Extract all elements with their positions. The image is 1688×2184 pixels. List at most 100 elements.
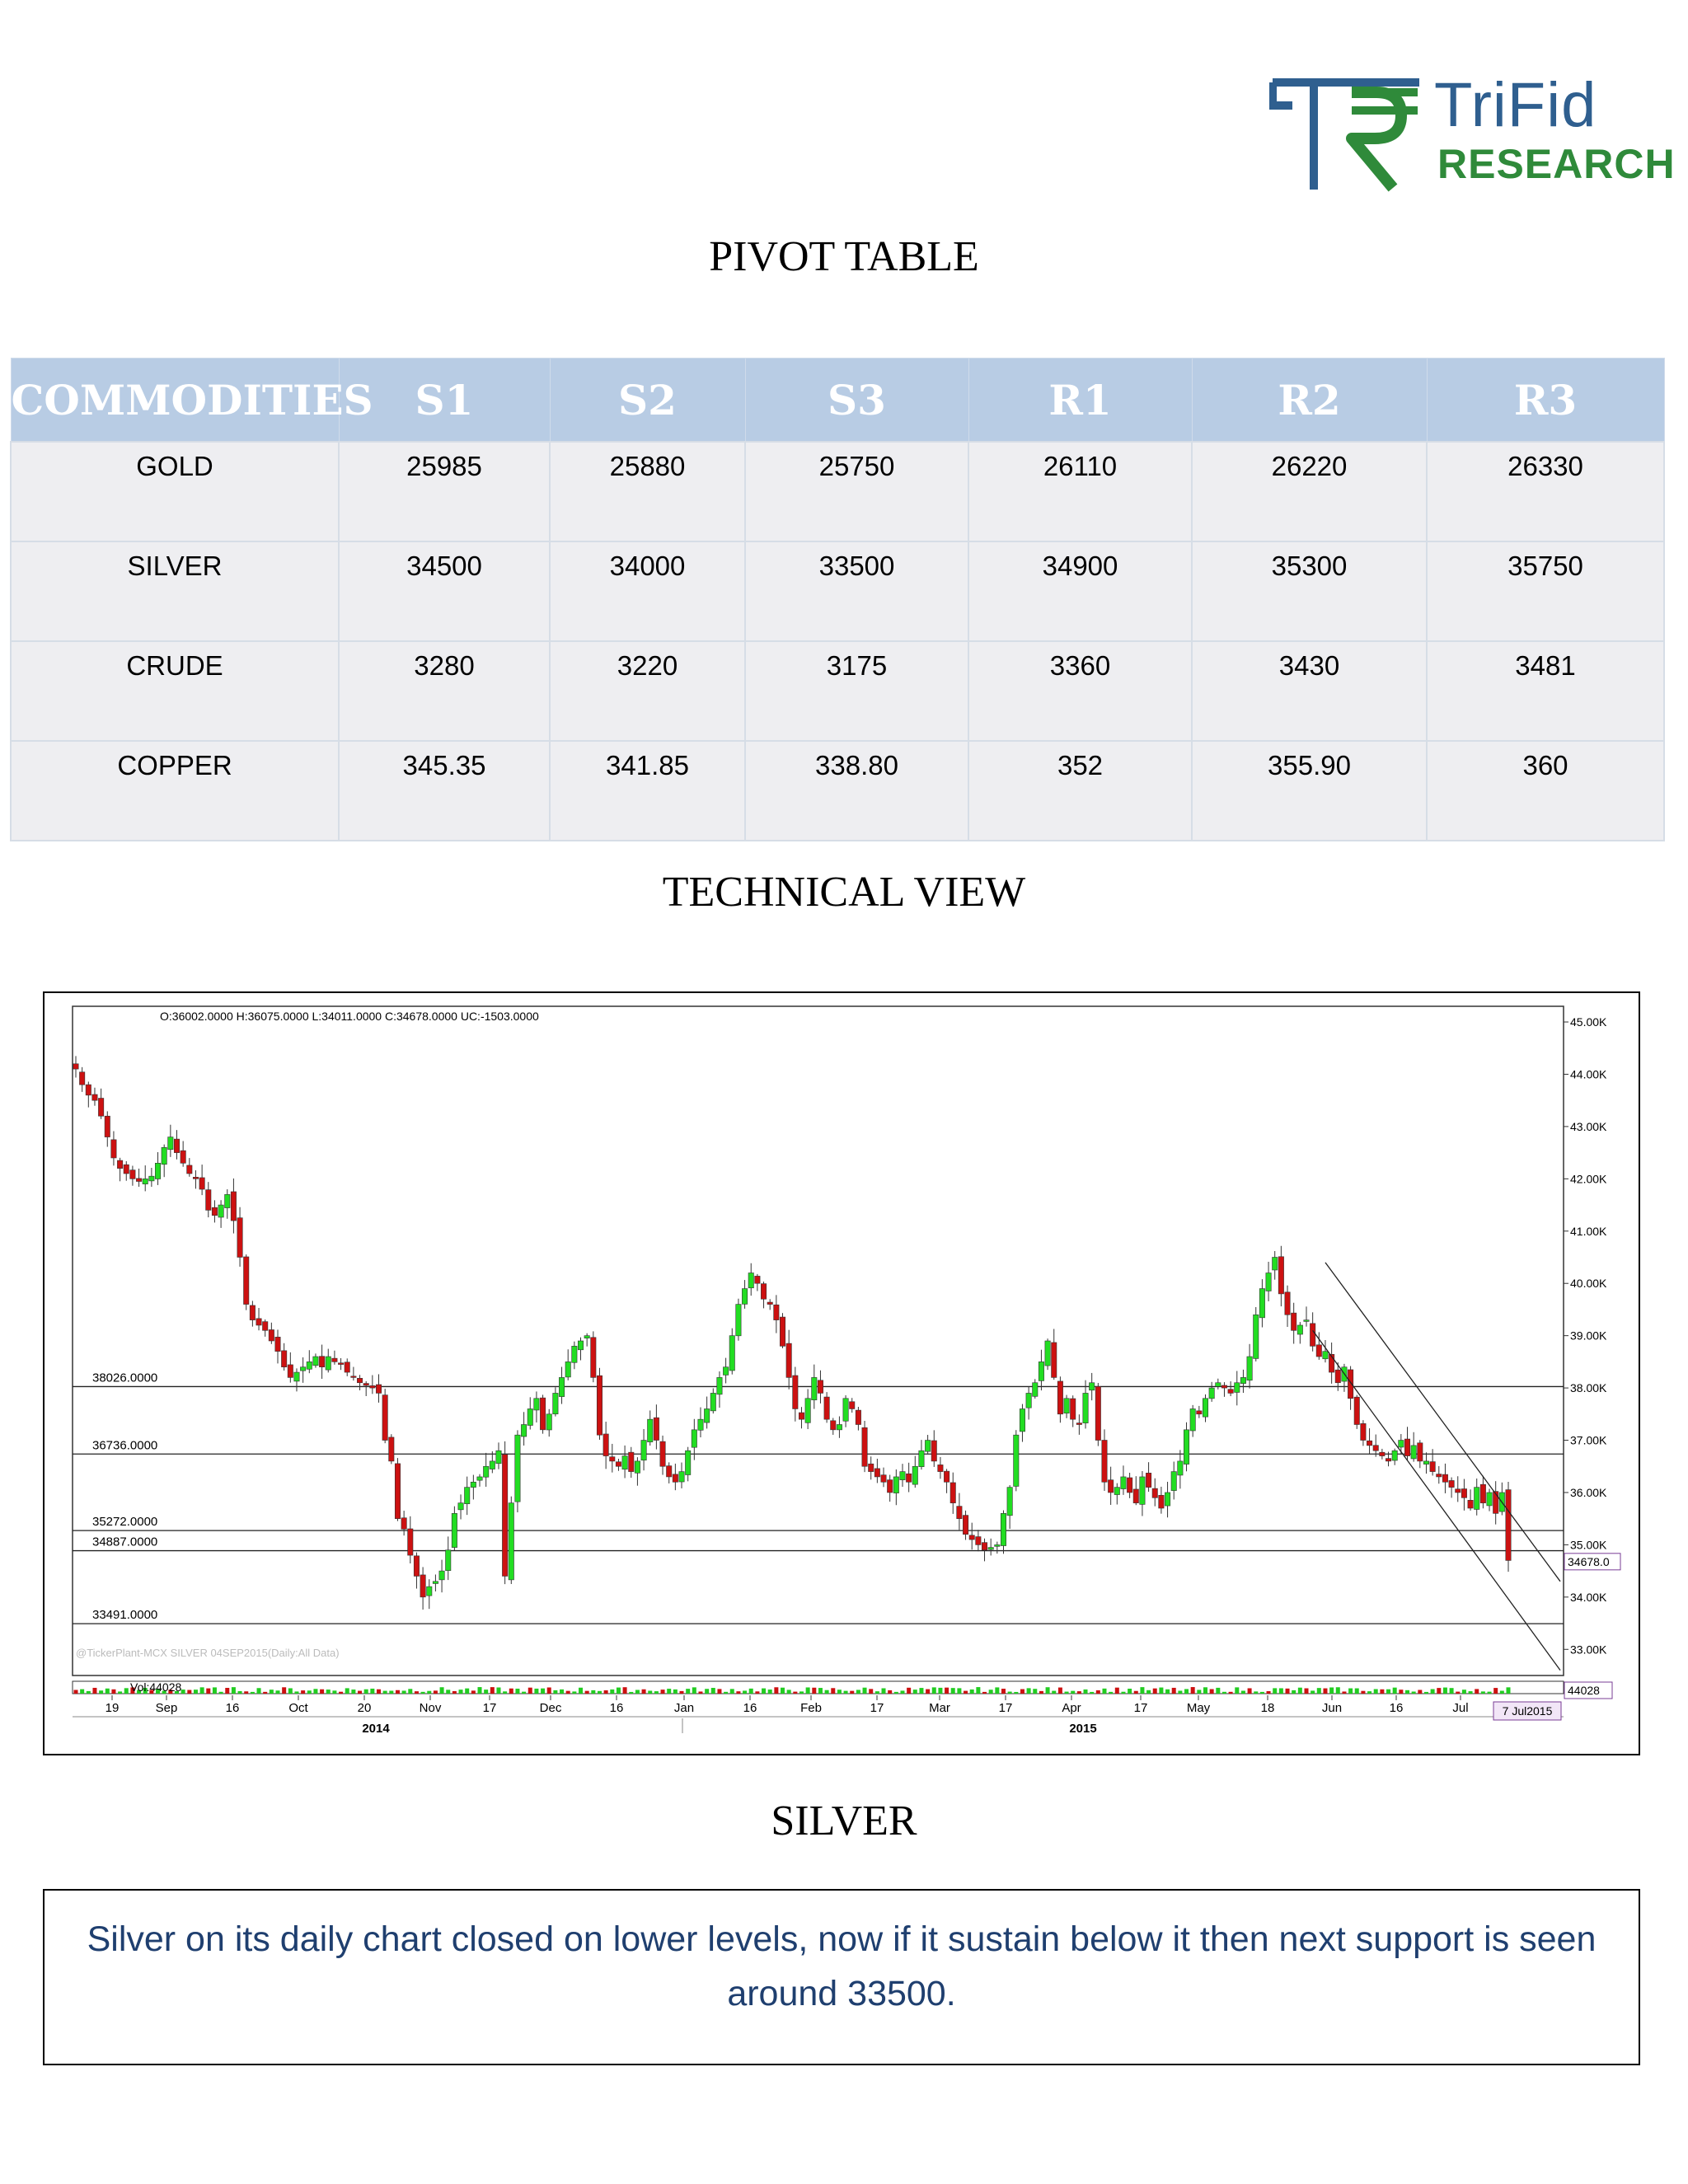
candle-body <box>489 1460 495 1469</box>
candle-body <box>363 1383 369 1386</box>
candle-body <box>1442 1474 1448 1483</box>
x-tick-label: 16 <box>226 1701 240 1715</box>
candle-body <box>1101 1440 1108 1483</box>
candle-body <box>1379 1451 1386 1456</box>
volume-bar <box>1007 1691 1012 1694</box>
volume-bar <box>799 1691 804 1694</box>
volume-bar <box>837 1690 842 1694</box>
x-tick-label: Jul <box>1452 1701 1468 1715</box>
volume-bar <box>793 1691 798 1694</box>
table-cell: 25985 <box>338 441 551 542</box>
candle-body <box>1429 1461 1436 1472</box>
candle-body <box>621 1455 628 1470</box>
volume-bar <box>256 1688 261 1694</box>
volume-bar <box>781 1687 785 1694</box>
candle-body <box>584 1335 590 1338</box>
volume-bar <box>193 1690 198 1694</box>
candle-body <box>735 1304 742 1337</box>
volume-bar <box>471 1690 476 1694</box>
volume-bar <box>945 1687 950 1694</box>
header-r3: R3 <box>1426 358 1665 443</box>
volume-bar <box>345 1688 349 1694</box>
volume-bar <box>1259 1691 1264 1694</box>
volume-bar <box>1493 1688 1498 1694</box>
volume-bar <box>635 1690 640 1694</box>
channel-upper-line <box>1325 1262 1561 1582</box>
volume-bar <box>1203 1687 1207 1694</box>
volume-bar <box>1430 1689 1435 1694</box>
candle-body <box>420 1574 426 1598</box>
commodity-name: SILVER <box>10 541 340 642</box>
candle-body <box>761 1283 767 1300</box>
candle-body <box>659 1441 666 1467</box>
candle-body <box>369 1385 376 1389</box>
volume-bar <box>786 1690 791 1694</box>
candle-body <box>1032 1382 1039 1397</box>
logo-word-research: RESEARCH <box>1437 141 1676 187</box>
candle-body <box>811 1377 818 1400</box>
candle-body <box>1417 1442 1423 1462</box>
silver-candlestick-chart: O:36002.0000 H:36075.0000 L:34011.0000 C… <box>72 1005 1621 1736</box>
x-tick-label: Jan <box>674 1701 694 1715</box>
volume-bar <box>1316 1688 1321 1694</box>
candle-body <box>1114 1487 1120 1495</box>
volume-bar <box>591 1690 596 1694</box>
candle-body <box>691 1429 697 1448</box>
volume-bar <box>818 1688 823 1694</box>
volume-bar <box>313 1689 318 1694</box>
candle-body <box>672 1474 678 1483</box>
volume-bar <box>762 1688 767 1694</box>
volume-bar <box>433 1690 438 1694</box>
candle-body <box>887 1479 893 1493</box>
candle-body <box>540 1397 546 1431</box>
volume-bar <box>964 1690 968 1694</box>
candle-body <box>963 1515 969 1535</box>
candle-body <box>925 1440 931 1452</box>
ohlc-header: O:36002.0000 H:36075.0000 L:34011.0000 C… <box>160 1010 539 1023</box>
candle-body <box>893 1476 899 1493</box>
last-price-label: 34678.0 <box>1568 1555 1610 1568</box>
volume-bar <box>1152 1688 1157 1694</box>
candle-body <box>438 1570 445 1581</box>
candle-body <box>79 1071 86 1085</box>
candle-body <box>192 1177 199 1179</box>
x-tick-label: 17 <box>1134 1701 1148 1715</box>
volume-bar <box>1026 1688 1031 1694</box>
volume-bar <box>427 1690 432 1694</box>
volume-bar <box>320 1689 325 1694</box>
candle-body <box>382 1394 388 1441</box>
candle-body <box>603 1433 609 1456</box>
pivot-table: COMMODITIES S1 S2 S3 R1 R2 R3 GOLD 25985… <box>10 358 1665 841</box>
candle-body <box>1202 1398 1208 1418</box>
volume-bar <box>401 1690 406 1694</box>
volume-bar <box>1114 1687 1119 1694</box>
candle-body <box>723 1366 729 1376</box>
volume-bar <box>1373 1689 1378 1694</box>
candle-body <box>205 1189 212 1211</box>
table-cell: 338.80 <box>744 740 969 841</box>
table-cell: 352 <box>968 740 1193 841</box>
candle-body <box>1259 1288 1265 1319</box>
candle-body <box>994 1544 1001 1547</box>
candle-body <box>1082 1393 1089 1423</box>
candle-body <box>136 1178 143 1182</box>
volume-bar <box>767 1690 772 1694</box>
candle-body <box>73 1063 79 1070</box>
candle-body <box>1410 1445 1417 1460</box>
volume-bar <box>1228 1691 1233 1694</box>
volume-bar <box>1240 1690 1245 1694</box>
volume-bar <box>263 1691 268 1694</box>
table-cell: 355.90 <box>1191 740 1428 841</box>
volume-bar <box>1437 1688 1442 1694</box>
x-tick-label: 16 <box>1390 1701 1404 1715</box>
candle-body <box>1479 1483 1486 1503</box>
volume-bar <box>149 1690 154 1694</box>
candle-body <box>729 1335 735 1371</box>
volume-bar <box>458 1690 463 1694</box>
volume-bar <box>1128 1688 1132 1694</box>
volume-bar <box>660 1690 665 1694</box>
candle-body <box>1436 1474 1442 1478</box>
volume-bar <box>395 1690 400 1694</box>
candle-body <box>1310 1323 1316 1347</box>
volume-bar <box>389 1690 394 1694</box>
